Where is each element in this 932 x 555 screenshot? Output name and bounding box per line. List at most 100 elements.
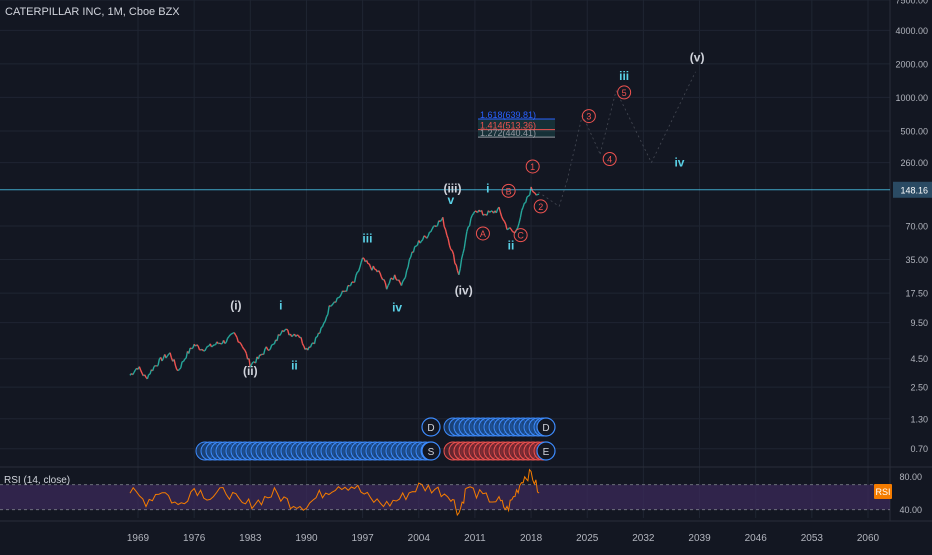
price-candle <box>277 334 278 340</box>
price-candle <box>245 350 246 353</box>
price-candle <box>483 215 484 216</box>
wave-label: iv <box>674 155 684 169</box>
price-candle <box>229 335 230 337</box>
rsi-pane: RSI <box>0 470 892 515</box>
time-tick-label: 2018 <box>520 533 543 544</box>
price-candle <box>524 203 525 204</box>
time-tick-label: 2025 <box>576 533 599 544</box>
price-candle <box>178 369 179 370</box>
price-candle <box>512 231 513 232</box>
projection-segment <box>559 180 567 206</box>
price-candle <box>428 232 429 236</box>
price-candle <box>264 349 265 354</box>
price-candle <box>455 263 456 264</box>
price-candle <box>197 345 198 346</box>
price-candle <box>302 344 303 346</box>
wave-label: ii <box>508 239 515 253</box>
price-series <box>0 187 890 379</box>
price-candle <box>147 375 148 379</box>
price-candle <box>202 349 203 351</box>
price-candle <box>379 271 380 273</box>
price-candle <box>356 272 357 275</box>
price-candle <box>380 273 381 277</box>
wave-label: iii <box>619 69 629 83</box>
price-candle <box>534 192 535 193</box>
price-candle <box>167 354 168 356</box>
price-candle <box>355 276 356 283</box>
price-candle <box>468 226 469 227</box>
price-candle <box>470 219 471 226</box>
price-candle <box>510 228 511 229</box>
time-tick-label: 1976 <box>183 533 206 544</box>
wave-label: (i) <box>230 298 241 312</box>
price-tick-label: 9.50 <box>910 318 928 328</box>
price-candle <box>292 335 293 336</box>
wave-label: iii <box>362 231 372 245</box>
time-tick-label: 1969 <box>127 533 150 544</box>
price-candle <box>518 223 519 227</box>
price-candle <box>427 236 428 238</box>
price-candle <box>331 305 332 306</box>
session-letter-d: D <box>542 423 549 434</box>
price-candle <box>134 370 135 373</box>
price-candle <box>270 345 271 349</box>
rsi-title: RSI (14, close) <box>4 475 70 486</box>
price-candle <box>139 367 140 371</box>
price-candle <box>460 259 461 269</box>
price-candle <box>466 231 467 239</box>
price-candle <box>443 217 444 226</box>
price-tick-label: 500.00 <box>900 126 928 136</box>
time-tick-label: 2032 <box>632 533 655 544</box>
price-candle <box>213 345 214 346</box>
time-tick-label: 1983 <box>239 533 262 544</box>
price-candle <box>360 262 361 267</box>
price-candle <box>404 277 405 279</box>
price-axis: 7500.004000.002000.001000.00500.00260.00… <box>893 0 932 515</box>
price-candle <box>351 282 352 286</box>
price-candle <box>357 271 358 272</box>
wave-label: (v) <box>690 51 705 65</box>
price-candle <box>440 220 441 221</box>
wave-label: (ii) <box>243 364 258 378</box>
projection-segment <box>651 72 695 163</box>
price-candle <box>395 275 396 279</box>
price-candle <box>333 302 334 304</box>
wave-labels: (i)(ii)iiiiiiiv(iii)v(iv)iiiiiiiv(v)ABC1… <box>230 51 704 379</box>
price-candle <box>170 353 171 358</box>
price-candle <box>388 283 389 285</box>
price-candle <box>536 194 537 195</box>
price-candle <box>340 294 341 296</box>
price-candle <box>482 210 483 215</box>
price-candle <box>269 349 270 350</box>
time-tick-label: 2039 <box>688 533 711 544</box>
price-candle <box>301 337 302 343</box>
price-candle <box>363 258 364 259</box>
price-tick-label: 0.70 <box>910 444 928 454</box>
price-tick-label: 2000.00 <box>895 59 928 69</box>
price-tick-label: 4.50 <box>910 354 928 364</box>
price-candle <box>336 298 337 302</box>
price-candle <box>359 267 360 271</box>
session-letter-s: S <box>428 447 435 458</box>
price-candle <box>234 333 235 335</box>
price-candle <box>232 333 233 334</box>
price-candle <box>373 266 374 269</box>
price-candle <box>266 347 267 350</box>
wave-circle-label: A <box>480 229 486 239</box>
price-candle <box>421 240 422 241</box>
price-tick-label: 260.00 <box>900 158 928 168</box>
price-candle <box>401 282 402 286</box>
price-candle <box>339 297 340 298</box>
price-candle <box>519 218 520 223</box>
session-letter-d: D <box>427 423 434 434</box>
price-candle <box>297 335 298 336</box>
price-candle <box>220 343 221 344</box>
price-candle <box>314 337 315 344</box>
price-candle <box>205 348 206 351</box>
price-candle <box>462 254 463 259</box>
price-candle <box>347 286 348 292</box>
price-candle <box>437 221 438 226</box>
price-candle <box>175 365 176 369</box>
